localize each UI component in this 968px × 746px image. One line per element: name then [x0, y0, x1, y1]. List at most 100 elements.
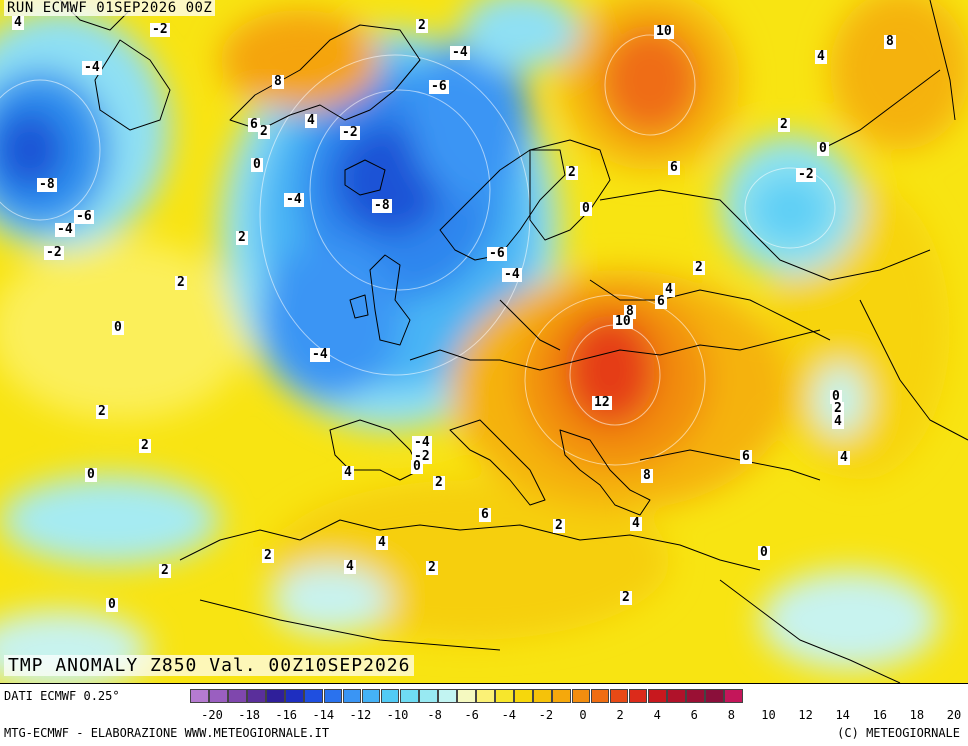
- contour-label: -8: [37, 177, 57, 192]
- scale-tick-label: 14: [835, 708, 850, 722]
- scale-tick-label: -4: [501, 708, 517, 722]
- contour-label: 0: [251, 157, 263, 172]
- contour-label: 2: [832, 401, 844, 416]
- contour-label: 0: [85, 467, 97, 482]
- scale-swatch: [438, 689, 457, 703]
- scale-tick-label: -6: [464, 708, 479, 722]
- scale-swatch: [285, 689, 305, 703]
- contour-label: 8: [884, 34, 896, 49]
- contour-label: -4: [82, 60, 102, 75]
- scale-swatch: [705, 689, 724, 703]
- contour-label: 6: [668, 160, 680, 175]
- contour-label: 2: [175, 275, 187, 290]
- scale-swatch: [457, 689, 476, 703]
- contour-label: 4: [630, 516, 642, 531]
- scale-tick-label: 10: [761, 708, 776, 722]
- contour-label: -6: [487, 246, 507, 261]
- contour-label: 4: [832, 414, 844, 429]
- contour-label: 2: [262, 548, 274, 563]
- scale-swatch: [686, 689, 705, 703]
- scale-swatch: [380, 689, 400, 703]
- contour-label: 6: [740, 449, 752, 464]
- copyright-text: (C) METEOGIORNALE: [837, 726, 960, 740]
- scale-tick-label: 12: [798, 708, 813, 722]
- contour-label: 12: [592, 395, 612, 410]
- contour-label: -4: [310, 347, 330, 362]
- contour-label: 8: [624, 304, 636, 319]
- contour-label: 2: [159, 563, 171, 578]
- scale-swatch: [323, 689, 343, 703]
- contour-label: 4: [342, 465, 354, 480]
- contour-label: -2: [796, 167, 816, 182]
- contour-label: 10: [654, 24, 674, 39]
- scale-tick-label: 18: [909, 708, 925, 722]
- contour-label: 2: [778, 117, 790, 132]
- contour-label: 4: [344, 559, 356, 574]
- color-scale-ticks: -20 -18 -16 -14 -12 -10 -8 -6 -4 -2 0 2 4 6 8 10 12 14 16 1…: [190, 708, 968, 722]
- field-title: TMP ANOMALY Z850 Val. 00Z10SEP2026: [4, 655, 415, 676]
- scale-swatch: [495, 689, 514, 703]
- contour-label: 2: [426, 560, 438, 575]
- contour-label: 2: [96, 404, 108, 419]
- scale-tick-label: -16: [275, 708, 298, 722]
- contour-label: 8: [272, 74, 284, 89]
- contour-label: 4: [305, 113, 317, 128]
- scale-swatch: [228, 689, 247, 703]
- scale-swatch: [209, 689, 228, 703]
- scale-swatch: [361, 689, 381, 703]
- contour-label: 0: [112, 320, 124, 335]
- contour-label: -2: [44, 245, 64, 260]
- scale-swatch: [571, 689, 591, 703]
- contour-label: 2: [620, 590, 632, 605]
- contour-label: 2: [693, 260, 705, 275]
- footer: DATI ECMWF 0.25° -20 -18 -16 -14 -12 -10 -8 -6-…: [0, 683, 968, 746]
- scale-swatch: [418, 689, 438, 703]
- credit-text: MTG-ECMWF - ELABORAZIONE WWW.METEOGIORNA…: [4, 726, 330, 740]
- scale-swatch: [609, 689, 629, 703]
- contour-label: 0: [580, 201, 592, 216]
- scale-swatch: [628, 689, 648, 703]
- contour-label: 6: [248, 117, 260, 132]
- contour-label: 2: [433, 475, 445, 490]
- contour-label: 2: [236, 230, 248, 245]
- scale-swatch: [514, 689, 534, 703]
- scale-swatch: [590, 689, 610, 703]
- scale-tick-label: -10: [386, 708, 409, 722]
- contour-label: 0: [830, 389, 842, 404]
- scale-tick-label: -8: [427, 708, 442, 722]
- contour-label: 2: [139, 438, 151, 453]
- scale-tick-label: 0: [579, 708, 587, 722]
- scale-tick-label: -14: [312, 708, 335, 722]
- scale-tick-label: -12: [349, 708, 372, 722]
- contour-label: 0: [106, 597, 118, 612]
- contour-label: -2: [150, 22, 170, 37]
- scale-swatch: [399, 689, 419, 703]
- scale-tick-label: 8: [727, 708, 736, 722]
- contour-label: -6: [429, 79, 449, 94]
- scale-swatch: [533, 689, 553, 703]
- scale-tick-label: 4: [653, 708, 661, 722]
- scale-swatch: [304, 689, 324, 703]
- scale-swatch: [247, 689, 266, 703]
- scale-tick-label: 16: [872, 708, 888, 722]
- contour-label: 4: [838, 450, 850, 465]
- scale-swatch: [266, 689, 285, 703]
- scale-tick-label: -2: [538, 708, 554, 722]
- scale-swatch: [647, 689, 667, 703]
- scale-swatch: [190, 689, 209, 703]
- contour-label: 6: [479, 507, 491, 522]
- run-title: RUN ECMWF 01SEP2026 00Z: [4, 0, 216, 16]
- contour-label: 0: [817, 141, 829, 156]
- contour-label: -4: [55, 222, 75, 237]
- contour-label: 0: [758, 545, 770, 560]
- scale-tick-label: 20: [946, 708, 962, 722]
- map-field: [0, 0, 968, 683]
- contour-label: -4: [502, 267, 522, 282]
- contour-label: 6: [655, 294, 667, 309]
- scale-swatch: [666, 689, 686, 703]
- contour-label: 4: [815, 49, 827, 64]
- contour-label: 4: [663, 282, 675, 297]
- scale-swatch: [552, 689, 572, 703]
- contour-label: 4: [376, 535, 388, 550]
- contour-label: 2: [566, 165, 578, 180]
